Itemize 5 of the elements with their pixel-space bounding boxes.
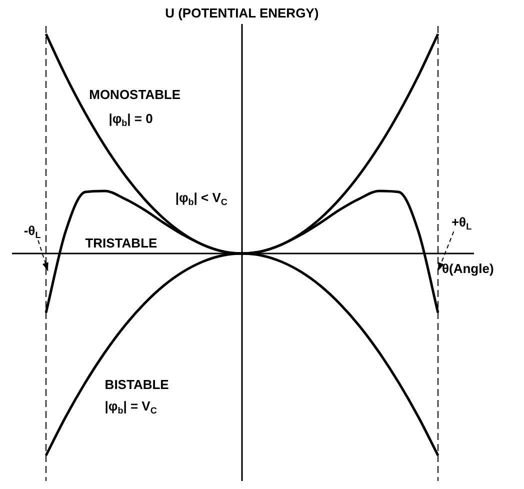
x-axis-title: θ(Angle) [442, 261, 494, 276]
series-label: TRISTABLE [85, 235, 158, 250]
series-label: BISTABLE [104, 376, 170, 392]
y-axis-title: U (POTENTIAL ENERGY) [165, 6, 319, 21]
series-label: MONOSTABLE [89, 87, 181, 102]
